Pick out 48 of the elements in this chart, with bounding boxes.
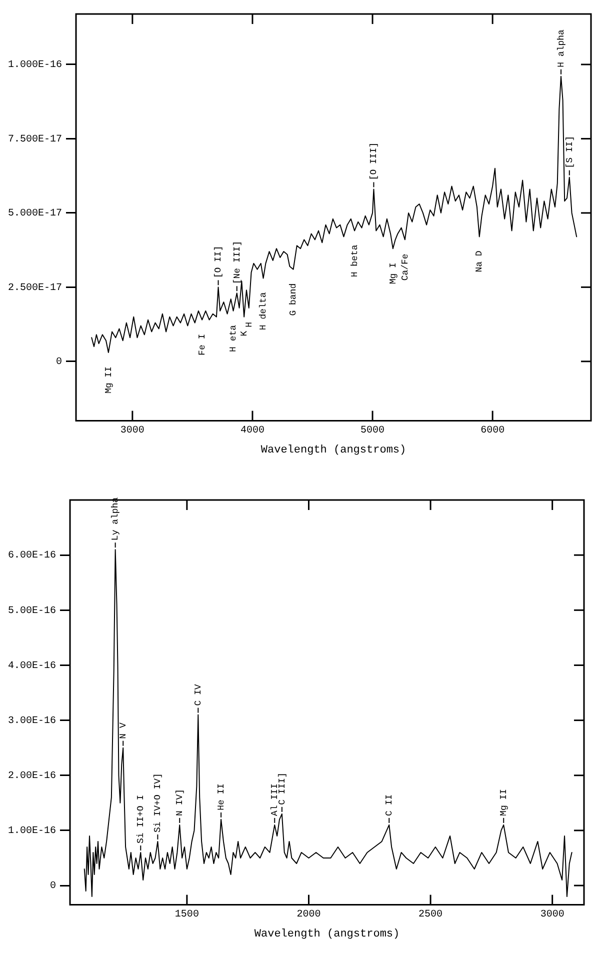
x-axis-title: Wavelength (angstroms): [254, 928, 400, 940]
x-tick-label: 2500: [418, 909, 443, 920]
annotation: C II: [384, 794, 395, 816]
annotation: [O II]: [214, 246, 224, 278]
y-tick-label: 2.00E-16: [8, 771, 56, 782]
annotation: Mg II: [104, 366, 114, 394]
y-tick-label: 5.00E-16: [8, 606, 56, 617]
annotation: H alpha: [556, 28, 566, 68]
y-tick-label: 0: [56, 357, 62, 368]
annotation: G band: [288, 283, 299, 316]
y-tick-label: 1.000E-16: [8, 60, 62, 72]
y-tick-label: 0: [50, 881, 56, 892]
annotation: Fe I: [197, 334, 208, 356]
annotation: [Ne III]: [232, 240, 242, 284]
annotation: C IV: [194, 684, 204, 706]
y-tick-label: 4.00E-16: [8, 660, 56, 672]
x-tick-label: 1500: [174, 909, 199, 920]
x-tick-label: 3000: [540, 909, 564, 920]
x-axis-title: Wavelength (angstroms): [260, 444, 406, 456]
annotation: Ly alpha: [110, 496, 121, 541]
annotation: K: [239, 330, 250, 336]
annotation: H beta: [350, 244, 360, 278]
annotation: C III]: [277, 772, 288, 805]
annotation: Na D: [474, 250, 485, 272]
annotation: H eta: [228, 324, 239, 352]
annotation: [S II]: [564, 136, 575, 168]
x-tick-label: 2000: [296, 909, 321, 920]
annotation: He II: [216, 783, 226, 810]
annotation: H delta: [258, 292, 269, 330]
y-tick-label: 6.00E-16: [8, 550, 56, 562]
x-tick-label: 6000: [480, 425, 505, 436]
annotation: Ca/Fe: [400, 254, 410, 281]
y-tick-label: 3.00E-16: [8, 716, 56, 727]
x-tick-label: 3000: [120, 425, 144, 436]
annotation: N V: [118, 722, 129, 739]
annotation: Mg I: [388, 262, 398, 284]
annotation: Si IV+O IV]: [153, 773, 164, 832]
y-tick-label: 1.00E-16: [8, 826, 56, 838]
annotation: [O III]: [369, 142, 380, 180]
annotation: Si II+O I: [136, 794, 146, 844]
y-tick-label: 5.000E-17: [8, 208, 62, 220]
annotation: N IV]: [175, 788, 186, 816]
x-tick-label: 4000: [240, 425, 264, 436]
y-tick-label: 7.500E-17: [8, 134, 62, 146]
x-tick-label: 5000: [360, 425, 385, 436]
annotation: H: [244, 322, 254, 328]
annotation: Mg II: [499, 788, 510, 816]
y-tick-label: 2.500E-17: [8, 282, 62, 294]
